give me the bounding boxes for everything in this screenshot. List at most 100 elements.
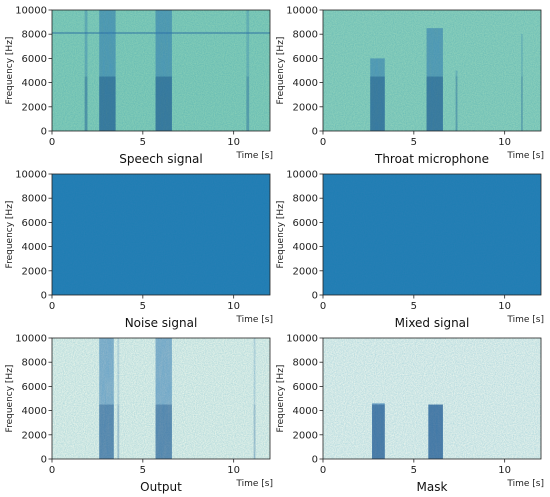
x-tick-label: 0: [320, 465, 326, 476]
x-tick-label: 0: [320, 137, 326, 148]
y-tick-label: 6000: [22, 218, 47, 229]
y-tick-label: 8000: [22, 194, 47, 205]
y-tick-label: 10000: [15, 334, 47, 345]
y-tick-label: 0: [312, 127, 318, 138]
energy-band: [84, 10, 88, 131]
y-tick-label: 6000: [293, 218, 318, 229]
y-tick-label: 8000: [293, 194, 318, 205]
panel-caption: Speech signal: [119, 152, 203, 166]
y-axis-label: Frequency [Hz]: [276, 201, 286, 269]
y-tick-label: 10000: [286, 6, 318, 17]
spectrogram-panel-1: 0 2000 4000 6000 8000 10000 0 5 10 Frequency [Hz]…: [5, 6, 273, 167]
axes-frame: [322, 173, 542, 296]
y-tick-label: 10000: [15, 170, 47, 181]
x-tick-label: 5: [411, 137, 417, 148]
panel-caption: Throat microphone: [374, 152, 489, 166]
energy-band: [370, 58, 385, 131]
y-tick-label: 8000: [22, 30, 47, 41]
x-tick-label: 5: [140, 465, 146, 476]
spectrogram-panel-5: 0 2000 4000 6000 8000 10000 0 5 10 Frequency [Hz]…: [5, 334, 273, 495]
y-axis-label: Frequency [Hz]: [276, 37, 286, 105]
y-tick-label: 0: [41, 291, 47, 302]
y-tick-label: 6000: [293, 382, 318, 393]
x-tick-label: 0: [49, 465, 55, 476]
y-tick-label: 8000: [293, 30, 318, 41]
x-axis-label: Time [s]: [235, 151, 273, 161]
energy-band: [455, 70, 458, 131]
x-tick-label: 0: [320, 301, 326, 312]
x-tick-label: 0: [49, 137, 55, 148]
energy-band: [246, 10, 250, 131]
energy-band: [372, 403, 385, 459]
y-tick-label: 2000: [293, 102, 318, 113]
y-tick-label: 6000: [293, 54, 318, 65]
x-tick-label: 5: [140, 137, 146, 148]
y-tick-label: 2000: [293, 430, 318, 441]
x-tick-label: 10: [498, 137, 511, 148]
axes-frame: [322, 9, 542, 132]
spectrogram-panel-4: 0 2000 4000 6000 8000 10000 0 5 10 Frequency [Hz]…: [276, 170, 544, 331]
x-tick-label: 5: [140, 301, 146, 312]
y-tick-label: 4000: [22, 406, 47, 417]
y-tick-label: 6000: [22, 54, 47, 65]
energy-band: [426, 28, 443, 131]
x-tick-label: 10: [498, 465, 511, 476]
y-tick-label: 0: [41, 127, 47, 138]
energy-band: [155, 338, 172, 459]
y-tick-label: 8000: [22, 358, 47, 369]
spectrogram-texture: [52, 174, 270, 295]
y-tick-label: 4000: [293, 406, 318, 417]
panel-caption: Noise signal: [125, 316, 198, 330]
axes-frame: [322, 337, 542, 460]
x-tick-label: 10: [498, 301, 511, 312]
y-tick-label: 4000: [293, 242, 318, 253]
y-tick-label: 10000: [286, 334, 318, 345]
spectrogram-panel-6: 0 2000 4000 6000 8000 10000 0 5 10 Frequency [Hz]…: [276, 334, 544, 495]
spectrogram-texture: [323, 174, 541, 295]
x-tick-label: 10: [227, 465, 240, 476]
axes-frame: [51, 173, 271, 296]
y-tick-label: 2000: [22, 102, 47, 113]
x-axis-label: Time [s]: [506, 479, 544, 489]
y-tick-label: 2000: [22, 430, 47, 441]
energy-band: [253, 338, 256, 459]
y-tick-label: 2000: [22, 266, 47, 277]
energy-band: [99, 338, 114, 459]
x-axis-label: Time [s]: [235, 479, 273, 489]
y-tick-label: 6000: [22, 382, 47, 393]
y-axis-label: Frequency [Hz]: [5, 37, 15, 105]
axes-frame: [51, 337, 271, 460]
y-tick-label: 8000: [293, 358, 318, 369]
y-tick-label: 0: [41, 455, 47, 466]
x-axis-label: Time [s]: [506, 315, 544, 325]
y-tick-label: 10000: [286, 170, 318, 181]
panel-caption: Mixed signal: [395, 316, 470, 330]
energy-band: [428, 404, 443, 459]
x-tick-label: 10: [227, 301, 240, 312]
x-tick-label: 10: [227, 137, 240, 148]
spectrogram-panel-2: 0 2000 4000 6000 8000 10000 0 5 10 Frequency [Hz]…: [276, 6, 544, 167]
y-axis-label: Frequency [Hz]: [5, 201, 15, 269]
x-axis-label: Time [s]: [506, 151, 544, 161]
energy-band: [155, 10, 172, 131]
x-axis-label: Time [s]: [235, 315, 273, 325]
spectrogram-panel-3: 0 2000 4000 6000 8000 10000 0 5 10 Frequency [Hz]…: [5, 170, 273, 331]
y-tick-label: 4000: [22, 242, 47, 253]
panel-caption: Output: [140, 480, 182, 494]
y-axis-label: Frequency [Hz]: [276, 365, 286, 433]
x-tick-label: 0: [49, 301, 55, 312]
y-tick-label: 4000: [22, 78, 47, 89]
y-tick-label: 0: [312, 291, 318, 302]
axes-frame: [51, 9, 271, 132]
x-tick-label: 5: [411, 301, 417, 312]
y-tick-label: 10000: [15, 6, 47, 17]
y-axis-label: Frequency [Hz]: [5, 365, 15, 433]
y-tick-label: 0: [312, 455, 318, 466]
energy-band: [117, 338, 120, 459]
x-tick-label: 5: [411, 465, 417, 476]
energy-band: [521, 34, 523, 132]
panel-caption: Mask: [417, 480, 448, 494]
energy-band: [99, 10, 116, 131]
y-tick-label: 2000: [293, 266, 318, 277]
